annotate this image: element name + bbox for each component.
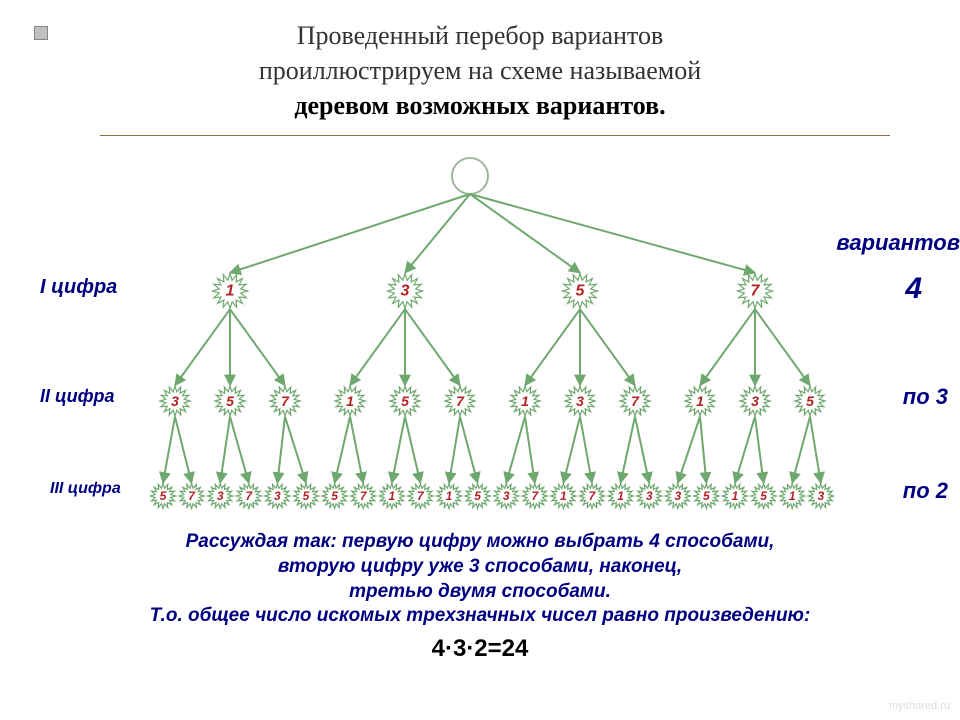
title-line2: проиллюстрируем на схеме называемой [259,56,701,85]
svg-text:5: 5 [401,393,409,409]
tree-diagram: 1357357157137135573735571715371713351513 [0,136,960,526]
svg-text:7: 7 [631,393,640,409]
svg-text:5: 5 [303,489,310,503]
svg-text:5: 5 [474,489,481,503]
svg-text:3: 3 [217,489,224,503]
svg-text:7: 7 [751,283,761,300]
explain-line4: Т.о. общее число искомых трехзначных чис… [150,605,811,626]
svg-text:5: 5 [226,393,234,409]
svg-text:3: 3 [817,489,824,503]
tree-svg: 1357357157137135573735571715371713351513 [0,136,960,526]
formula: 4·3·2=24 [0,635,960,663]
svg-text:3: 3 [751,393,759,409]
svg-text:5: 5 [703,489,710,503]
svg-text:5: 5 [331,489,338,503]
svg-text:3: 3 [503,489,510,503]
row-label-3: III цифра [50,480,121,498]
svg-text:5: 5 [806,393,814,409]
svg-text:5: 5 [160,489,167,503]
svg-text:1: 1 [388,489,395,503]
watermark: myshared.ru [889,700,950,712]
variants-count-2: по 3 [903,384,948,410]
svg-text:3: 3 [401,283,410,300]
svg-text:1: 1 [732,489,739,503]
svg-text:3: 3 [274,489,281,503]
explain-line2: вторую цифру уже 3 способами, наконец, [278,556,682,577]
svg-text:7: 7 [456,393,465,409]
svg-text:5: 5 [576,283,586,300]
svg-text:1: 1 [560,489,567,503]
explanation-text: Рассуждая так: первую цифру можно выбрат… [0,526,960,629]
svg-text:3: 3 [646,489,653,503]
explain-line1: Рассуждая так: первую цифру можно выбрат… [186,531,775,552]
explain-line3: третью двумя способами. [349,581,611,602]
variants-count-3: по 2 [903,478,948,504]
title-line3: деревом возможных вариантов. [294,91,665,120]
slide-bullet [34,26,48,40]
title-line1: Проведенный перебор вариантов [297,21,663,50]
svg-text:1: 1 [446,489,453,503]
row-label-1: I цифра [40,276,117,299]
svg-text:3: 3 [576,393,584,409]
svg-text:1: 1 [521,393,529,409]
svg-text:1: 1 [696,393,704,409]
svg-text:1: 1 [346,393,354,409]
svg-text:1: 1 [226,283,235,300]
svg-text:3: 3 [171,393,179,409]
svg-text:1: 1 [789,489,796,503]
variants-count-1: 4 [905,272,922,306]
row-label-2: II цифра [40,386,115,407]
variants-header: вариантов [836,230,960,256]
svg-text:1: 1 [617,489,624,503]
svg-text:3: 3 [674,489,681,503]
svg-text:5: 5 [760,489,767,503]
svg-text:7: 7 [281,393,290,409]
page-title: Проведенный перебор вариантов проиллюстр… [0,0,960,129]
